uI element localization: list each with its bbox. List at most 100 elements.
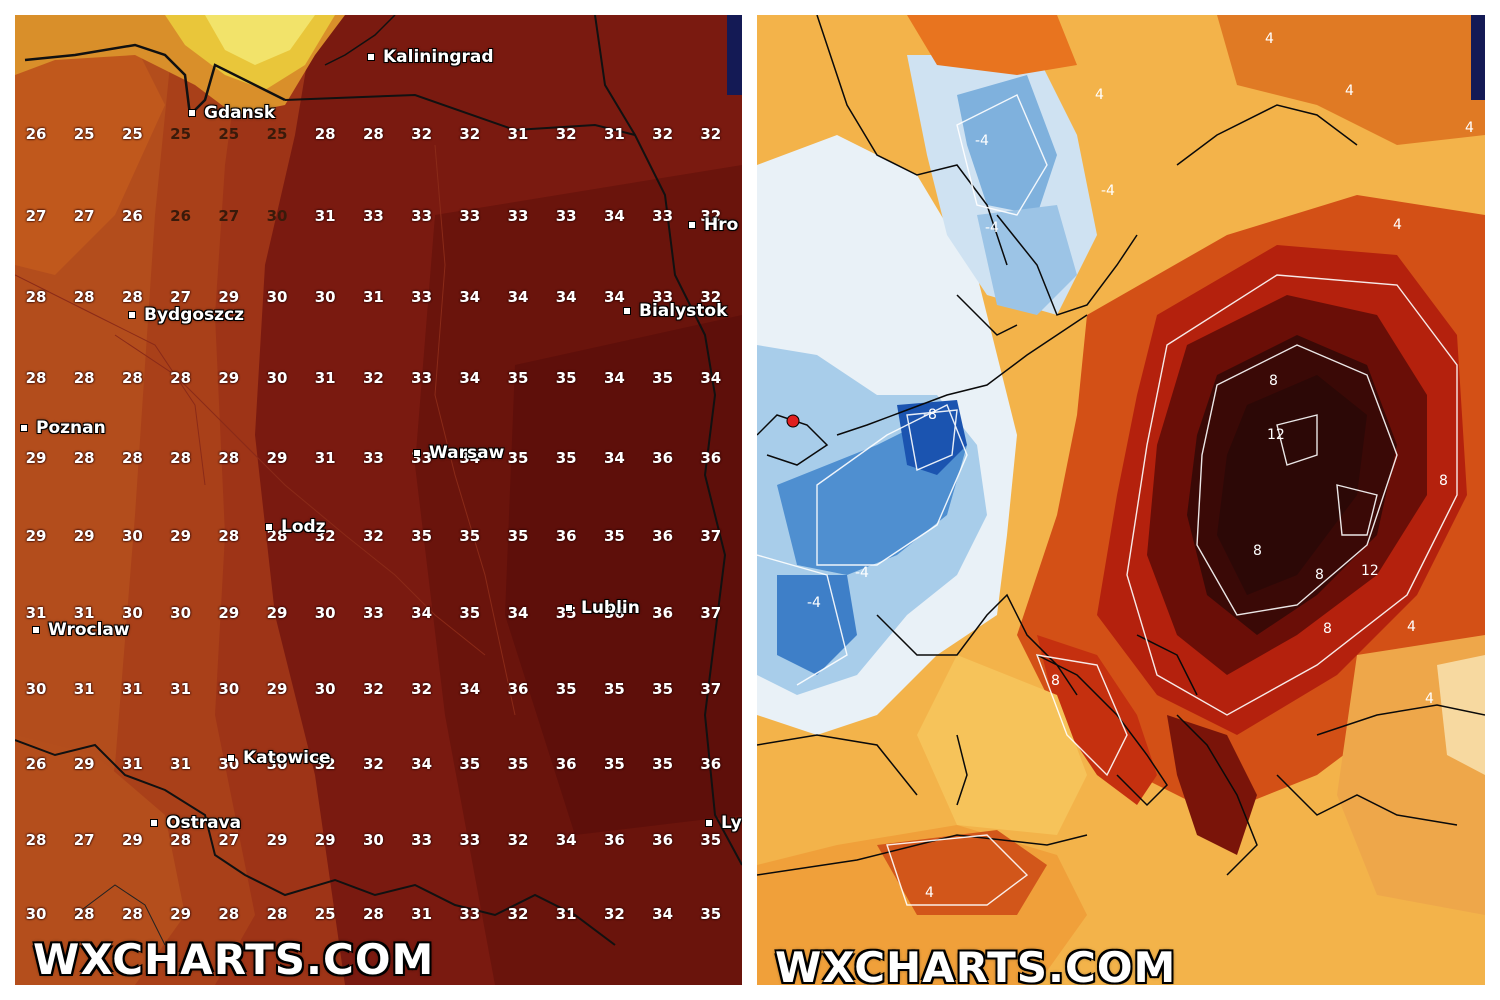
map-edge-strip <box>727 15 742 95</box>
city-label-lublin: Lublin <box>565 598 640 618</box>
temperature-value: 25 <box>73 125 95 143</box>
temperature-value: 31 <box>170 680 192 698</box>
temperature-value: 33 <box>411 288 433 306</box>
temperature-value: 34 <box>652 905 674 923</box>
temperature-value: 33 <box>555 207 577 225</box>
temperature-value: 31 <box>314 449 336 467</box>
temperature-value: 29 <box>73 527 95 545</box>
contour-label: 12 <box>1267 427 1285 443</box>
temperature-value: 33 <box>362 207 384 225</box>
city-label-wroclaw: Wroclaw <box>32 620 130 640</box>
temperature-value: 29 <box>121 831 143 849</box>
temperature-value: 29 <box>266 604 288 622</box>
temperature-value: 31 <box>73 604 95 622</box>
temperature-value: 33 <box>507 207 529 225</box>
temperature-value: 27 <box>73 207 95 225</box>
temperature-value: 27 <box>218 831 240 849</box>
city-label-gdansk: Gdansk <box>188 103 275 123</box>
temperature-value: 31 <box>411 905 433 923</box>
temperature-value: 34 <box>603 207 625 225</box>
temperature-value: 32 <box>362 369 384 387</box>
temperature-value: 32 <box>411 125 433 143</box>
temperature-value: 34 <box>603 369 625 387</box>
temperature-value: 31 <box>555 905 577 923</box>
temperature-value: 34 <box>459 680 481 698</box>
temperature-value: 36 <box>652 831 674 849</box>
temperature-value: 32 <box>507 831 529 849</box>
temperature-value: 30 <box>266 755 288 773</box>
temperature-value: 34 <box>555 831 577 849</box>
temperature-value: 30 <box>25 905 47 923</box>
temperature-value: 33 <box>459 905 481 923</box>
temperature-value: 29 <box>218 369 240 387</box>
contour-label: 4 <box>1393 217 1402 233</box>
temperature-value: 29 <box>314 831 336 849</box>
temperature-value: 35 <box>507 527 529 545</box>
temperature-value: 30 <box>266 207 288 225</box>
temperature-value: 31 <box>170 755 192 773</box>
temperature-value: 29 <box>25 527 47 545</box>
temperature-value: 37 <box>700 527 722 545</box>
temperature-value: 35 <box>507 449 529 467</box>
temperature-value: 35 <box>555 369 577 387</box>
temperature-value: 36 <box>603 831 625 849</box>
contour-label: 4 <box>1465 120 1474 136</box>
contour-label: -4 <box>1101 183 1115 199</box>
temperature-value: 32 <box>700 125 722 143</box>
temperature-value: 30 <box>121 604 143 622</box>
temperature-value: 28 <box>170 369 192 387</box>
contour-label: 4 <box>925 885 934 901</box>
contour-label: 4 <box>1345 83 1354 99</box>
city-label-poznan: Poznan <box>20 418 106 438</box>
temperature-value: 28 <box>73 288 95 306</box>
temperature-value: 28 <box>266 905 288 923</box>
contour-label: 4 <box>1407 619 1416 635</box>
temperature-value: 33 <box>459 207 481 225</box>
temperature-value: 35 <box>652 755 674 773</box>
temperature-value: 30 <box>314 604 336 622</box>
temperature-value: 33 <box>459 831 481 849</box>
temperature-value: 34 <box>411 604 433 622</box>
temperature-value: 31 <box>25 604 47 622</box>
temperature-value: 28 <box>73 369 95 387</box>
temperature-value: 35 <box>459 755 481 773</box>
temperature-value: 36 <box>652 527 674 545</box>
temperature-value: 33 <box>411 831 433 849</box>
temperature-value: 37 <box>700 604 722 622</box>
temperature-value: 32 <box>652 125 674 143</box>
city-label-kaliningrad: Kaliningrad <box>367 47 494 67</box>
contour-label: 8 <box>1269 373 1278 389</box>
temperature-value: 30 <box>266 288 288 306</box>
temperature-value: 28 <box>266 527 288 545</box>
temperature-value: 30 <box>314 680 336 698</box>
contour-label: -4 <box>975 133 989 149</box>
temperature-value: 29 <box>170 905 192 923</box>
temperature-value: 28 <box>73 905 95 923</box>
temperature-value: 28 <box>121 288 143 306</box>
temperature-value: 34 <box>603 449 625 467</box>
temperature-value: 31 <box>314 207 336 225</box>
contour-label: -4 <box>807 595 821 611</box>
temperature-value: 35 <box>507 369 529 387</box>
temperature-value: 35 <box>700 905 722 923</box>
temperature-value: 31 <box>121 680 143 698</box>
temperature-value: 32 <box>314 755 336 773</box>
temperature-value: 32 <box>700 288 722 306</box>
temperature-value: 36 <box>555 755 577 773</box>
temperature-value: 30 <box>314 288 336 306</box>
city-label-ly: Ly <box>705 813 742 833</box>
contour-label: -4 <box>985 220 999 236</box>
temperature-value: 32 <box>459 125 481 143</box>
poland-temperature-map: 26 25 25 25 25 25 28 28 32 32 31 32 31 32 32 27 27 26 26 27… <box>15 15 742 985</box>
contour-label: 8 <box>1315 567 1324 583</box>
temperature-value: 35 <box>603 527 625 545</box>
temperature-value: 26 <box>121 207 143 225</box>
temperature-value: 29 <box>73 755 95 773</box>
temperature-value: 28 <box>218 905 240 923</box>
temperature-value: 32 <box>411 680 433 698</box>
contour-label: -4 <box>855 565 869 581</box>
temperature-value: 27 <box>73 831 95 849</box>
temperature-value: 34 <box>507 288 529 306</box>
contour-label: 8 <box>1253 543 1262 559</box>
temperature-value: 33 <box>362 604 384 622</box>
